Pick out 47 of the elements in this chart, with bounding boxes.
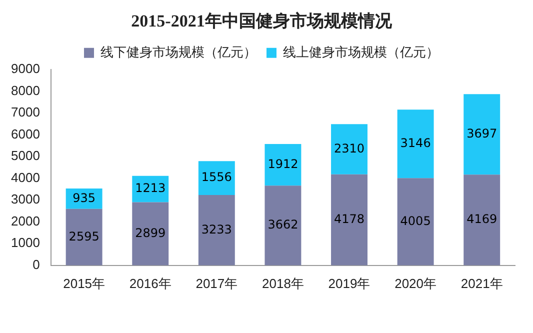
legend-label: 线下健身市场规模（亿元） bbox=[100, 45, 256, 60]
bar bbox=[66, 208, 102, 266]
x-tick-label: 2015年 bbox=[63, 276, 106, 291]
y-tick-label: 9000 bbox=[11, 60, 40, 76]
y-tick-label: 1000 bbox=[11, 235, 40, 250]
y-tick-label: 4000 bbox=[11, 170, 40, 185]
bar bbox=[198, 194, 235, 266]
x-tick-label: 2018年 bbox=[262, 276, 304, 291]
data-label: 2899 bbox=[135, 226, 166, 240]
bar bbox=[132, 176, 169, 202]
x-tick-label: 2019年 bbox=[328, 276, 370, 291]
x-tick-label: 2017年 bbox=[196, 276, 238, 291]
bar bbox=[331, 124, 368, 174]
y-tick-label: 7000 bbox=[11, 104, 40, 120]
data-label: 1213 bbox=[135, 181, 166, 196]
y-tick-label: 5000 bbox=[11, 148, 40, 164]
bar bbox=[331, 174, 368, 266]
data-label: 4169 bbox=[466, 212, 498, 226]
bar bbox=[397, 110, 434, 178]
bar bbox=[198, 161, 235, 195]
data-label: 2595 bbox=[68, 229, 100, 244]
bar bbox=[464, 94, 500, 175]
data-label: 2310 bbox=[334, 141, 365, 156]
y-tick-label: 0 bbox=[32, 256, 40, 272]
y-tick-label: 3000 bbox=[11, 192, 40, 207]
data-label: 3662 bbox=[268, 218, 298, 232]
x-tick-label: 2016年 bbox=[129, 276, 172, 291]
data-label: 1912 bbox=[268, 156, 298, 171]
data-label: 4178 bbox=[334, 212, 365, 226]
bar bbox=[397, 178, 434, 266]
y-tick-label: 6000 bbox=[11, 126, 40, 142]
bar bbox=[464, 174, 500, 266]
bar bbox=[264, 186, 302, 266]
data-label: 3697 bbox=[466, 126, 498, 140]
legend-label: 线上健身市场规模（亿元） bbox=[283, 45, 439, 60]
data-label: 1556 bbox=[201, 170, 232, 184]
bar bbox=[264, 144, 302, 186]
data-label: 3146 bbox=[400, 136, 431, 150]
x-tick-label: 2021年 bbox=[460, 276, 503, 291]
data-label: 4005 bbox=[400, 214, 431, 228]
data-label: 935 bbox=[72, 190, 96, 205]
y-tick-label: 8000 bbox=[11, 82, 40, 98]
bar bbox=[132, 202, 169, 266]
y-tick-label: 2000 bbox=[11, 213, 40, 228]
chart-title: 2015-2021年中国健身市场规模情况 bbox=[131, 12, 393, 31]
data-label: 3233 bbox=[201, 222, 232, 236]
x-tick-label: 2020年 bbox=[394, 276, 437, 291]
